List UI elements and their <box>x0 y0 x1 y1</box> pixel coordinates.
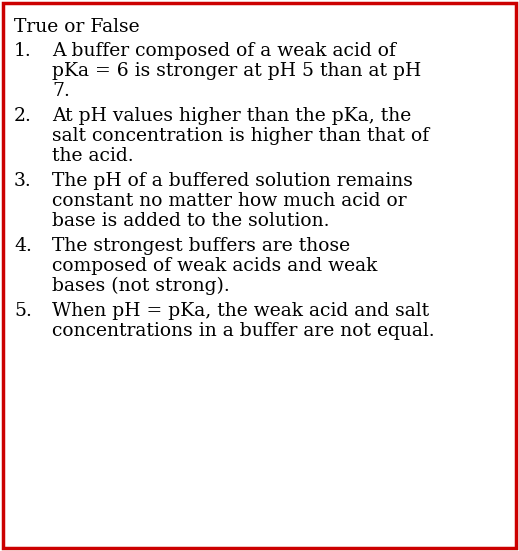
Text: 7.: 7. <box>52 82 70 100</box>
Text: concentrations in a buffer are not equal.: concentrations in a buffer are not equal… <box>52 322 434 340</box>
Text: composed of weak acids and weak: composed of weak acids and weak <box>52 257 377 275</box>
Text: pKa = 6 is stronger at pH 5 than at pH: pKa = 6 is stronger at pH 5 than at pH <box>52 62 421 80</box>
Text: constant no matter how much acid or: constant no matter how much acid or <box>52 192 406 210</box>
Text: 3.: 3. <box>14 172 32 190</box>
Text: True or False: True or False <box>14 18 140 36</box>
Text: A buffer composed of a weak acid of: A buffer composed of a weak acid of <box>52 42 396 60</box>
Text: the acid.: the acid. <box>52 147 133 165</box>
Text: The strongest buffers are those: The strongest buffers are those <box>52 237 350 255</box>
Text: When pH = pKa, the weak acid and salt: When pH = pKa, the weak acid and salt <box>52 302 429 320</box>
Text: The pH of a buffered solution remains: The pH of a buffered solution remains <box>52 172 413 190</box>
Text: 5.: 5. <box>14 302 32 320</box>
Text: At pH values higher than the pKa, the: At pH values higher than the pKa, the <box>52 107 411 125</box>
Text: 1.: 1. <box>14 42 32 60</box>
Text: salt concentration is higher than that of: salt concentration is higher than that o… <box>52 127 429 145</box>
Text: bases (not strong).: bases (not strong). <box>52 277 230 295</box>
Text: 2.: 2. <box>14 107 32 125</box>
Text: base is added to the solution.: base is added to the solution. <box>52 212 330 230</box>
Text: 4.: 4. <box>14 237 32 255</box>
